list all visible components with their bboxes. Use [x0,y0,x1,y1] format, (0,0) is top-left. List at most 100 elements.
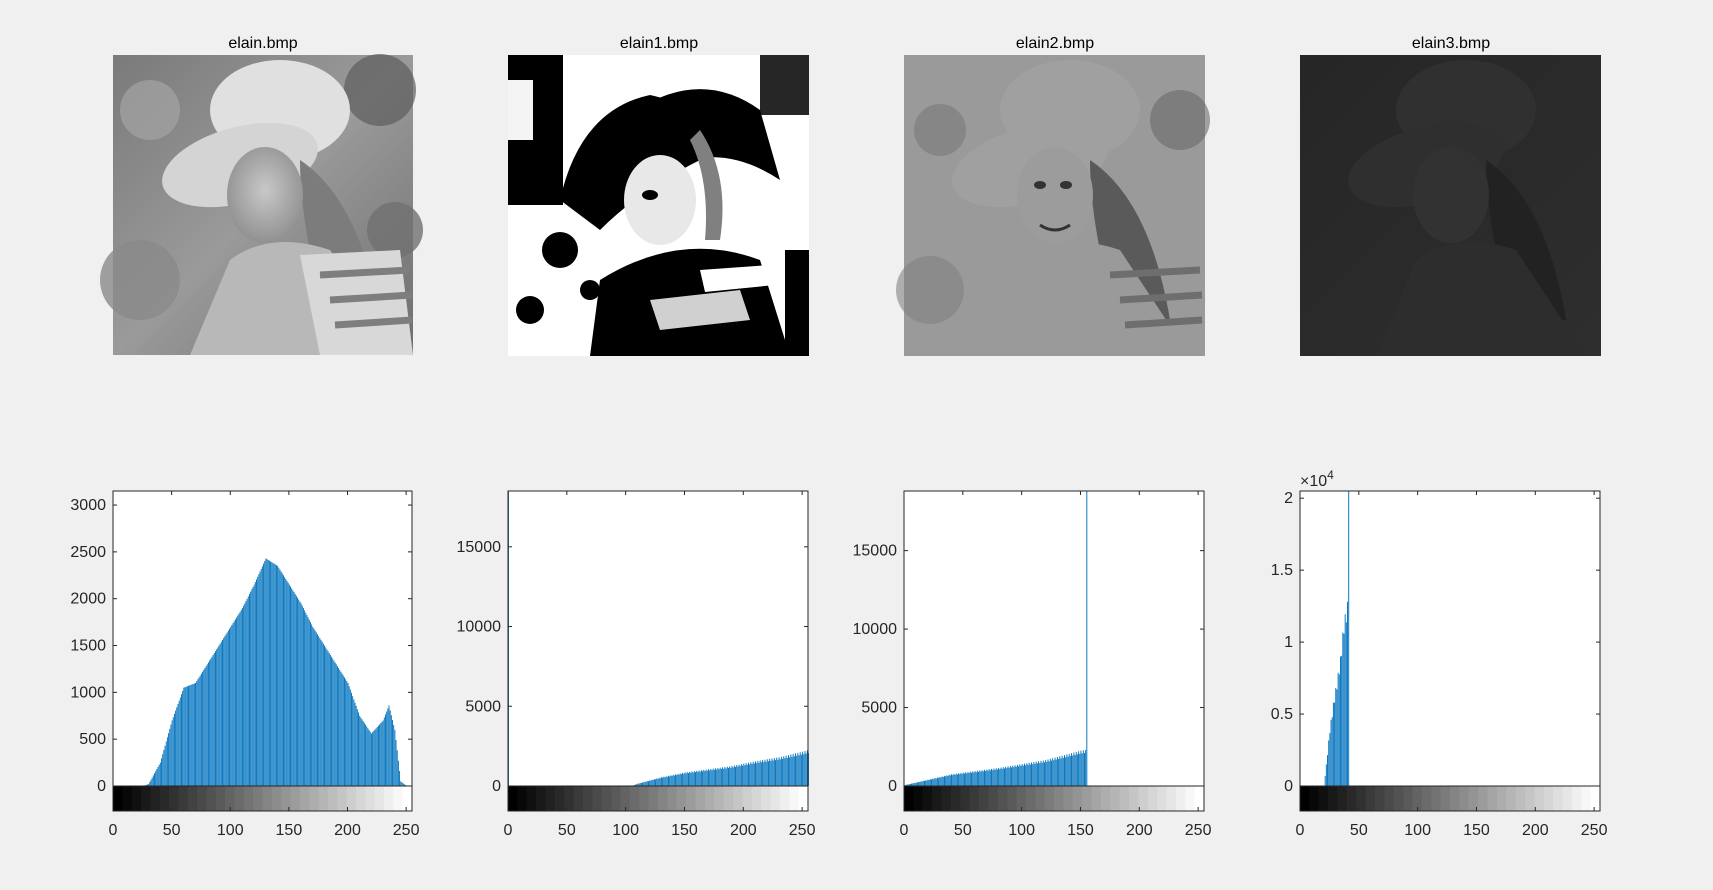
histogram-bar [1024,763,1025,786]
histogram-bar [197,679,199,786]
histogram-bar [363,722,365,786]
histogram-bar [366,726,368,786]
histogram-bar [147,784,148,786]
histogram-bar [307,617,309,786]
histogram-bar [931,779,932,786]
histogram-bar [680,774,682,786]
histogram-bar [998,767,1000,786]
histogram-bar [226,632,228,786]
histogram-bar [1084,752,1085,786]
histogram-bar [358,712,359,786]
histogram-bar [281,573,283,786]
histogram-bar [915,782,917,786]
histogram-bar [952,775,954,786]
histogram-bar [644,781,646,786]
histogram-bar [978,771,980,786]
colorbar-step [979,786,989,811]
histogram-bar [1076,754,1078,786]
histogram-bar [1011,767,1012,786]
histogram-bar [790,754,792,786]
histogram-bar [748,762,749,786]
y-exponent-label: ×104 [1300,468,1334,490]
histogram-bar [229,628,231,786]
histogram-bar [800,754,802,786]
histogram-bar [1335,688,1337,786]
colorbar-step [1318,786,1329,811]
plot-area [1300,491,1600,811]
histogram-bar [392,720,394,786]
colorbar-step [1543,786,1554,811]
y-tick-label: 0 [97,778,106,795]
histogram-bar [266,559,268,786]
histogram-bar [387,708,389,786]
histogram-bar [213,653,215,786]
histogram-bar [796,755,798,786]
histogram-bar [954,774,956,786]
histogram-bar [995,768,997,786]
histogram-bar [338,668,340,786]
histogram-bar [268,560,270,786]
histogram-bar [1080,750,1082,786]
histogram-bar [769,758,771,786]
histogram-bar [1054,757,1056,786]
colorbar-step [1328,786,1338,811]
histogram-bar [377,725,379,786]
histogram-bar [200,673,202,786]
histogram-bar [711,770,713,786]
histogram-bar [370,733,372,786]
colorbar-step [1525,786,1535,811]
colorbar-step [988,786,999,811]
histogram-bar [243,605,245,786]
histogram-bar [666,776,668,786]
histogram-bar [697,771,699,786]
histogram-bar [1044,762,1045,786]
histogram-bar [1036,763,1038,786]
colorbar-step [365,786,376,811]
histogram-bar [1324,776,1326,786]
histogram-bar [209,660,211,786]
colorbar-step [508,786,518,811]
histogram-bar [658,777,660,786]
histogram-bar [770,760,772,786]
histogram-bar [374,729,376,786]
histogram-bar [1009,765,1011,786]
histogram-bar [1039,763,1041,786]
histogram-bar [317,634,318,786]
histogram-bar [368,729,370,786]
y-tick-label: 0 [492,778,501,795]
colorbar-step [686,786,696,811]
histogram-bar [655,779,656,786]
histogram-bar [675,774,676,786]
histogram-bar [946,775,948,786]
histogram-bar [1062,757,1064,786]
histogram-bar [1329,733,1331,786]
histogram-bar [292,590,294,786]
colorbar-step [374,786,385,811]
histogram-bar [181,694,182,786]
colorbar-step [169,786,179,811]
histogram-bar [210,658,212,786]
histogram-bar [254,582,256,786]
histogram-bar [992,770,994,786]
colorbar-step [225,786,235,811]
histogram-bar [301,605,303,786]
histogram-bar [686,772,688,786]
histogram-bar [173,713,175,786]
histogram-bar [152,775,154,786]
histogram-bar [912,783,914,786]
histogram-bar [381,721,383,786]
colorbar-step [1119,786,1130,811]
x-tick-label: 0 [109,822,118,839]
histogram-bar [982,771,984,786]
histogram-bar [1029,764,1031,786]
colorbar-step [1035,786,1046,811]
histogram-bar [257,576,259,786]
histogram-bar [403,784,405,786]
histogram-bar [382,720,384,786]
histogram-bar [690,772,692,786]
histogram-bar [238,613,240,786]
image-panel-2: elain1.bmp [508,35,809,356]
histogram-bar [925,780,927,786]
histogram-bar [1001,768,1003,786]
histogram-bar [260,568,262,786]
